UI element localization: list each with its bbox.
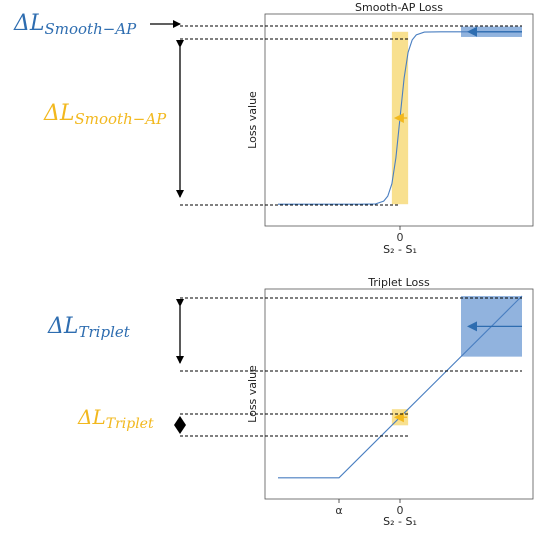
blue-arrowhead [467, 321, 477, 332]
guide-lines [180, 25, 522, 437]
y-axis-label: Loss value [246, 91, 259, 149]
annotation-bottom-gold: ΔLTriplet [77, 405, 186, 434]
x-tick-label: 0 [397, 231, 404, 244]
x-tick-label: α [335, 504, 342, 517]
blue-arrowhead [467, 26, 477, 37]
x-axis-label: S₂ - S₁ [383, 515, 417, 528]
arrows [393, 26, 522, 123]
x-tick-label: 0 [397, 504, 404, 517]
double-arrow [174, 416, 186, 434]
smooth-ap-chart: Smooth-AP Loss 0 S₂ - S₁ Loss value [246, 1, 534, 256]
series-line [278, 295, 523, 479]
annotation-top-blue: ΔLSmooth−AP [13, 11, 181, 38]
annotation-bottom-blue: ΔLTriplet [47, 299, 184, 364]
x-axis-label: S₂ - S₁ [383, 243, 417, 256]
series-group [278, 295, 523, 479]
x-ticks: 0 [397, 226, 404, 244]
delta-l-label: ΔLSmooth−AP [43, 101, 167, 128]
gold-arrowhead [393, 113, 404, 123]
arrows [393, 321, 522, 423]
chart-title: Smooth-AP Loss [355, 1, 443, 14]
annotation-top-gold: ΔLSmooth−AP [43, 40, 184, 198]
gold-arrowhead [393, 412, 404, 423]
delta-l-label: ΔLSmooth−AP [13, 11, 137, 38]
chart-title: Triplet Loss [367, 276, 430, 289]
delta-l-label: ΔLTriplet [47, 314, 131, 341]
delta-l-label: ΔLTriplet [77, 405, 154, 432]
y-axis-label: Loss value [246, 365, 259, 423]
